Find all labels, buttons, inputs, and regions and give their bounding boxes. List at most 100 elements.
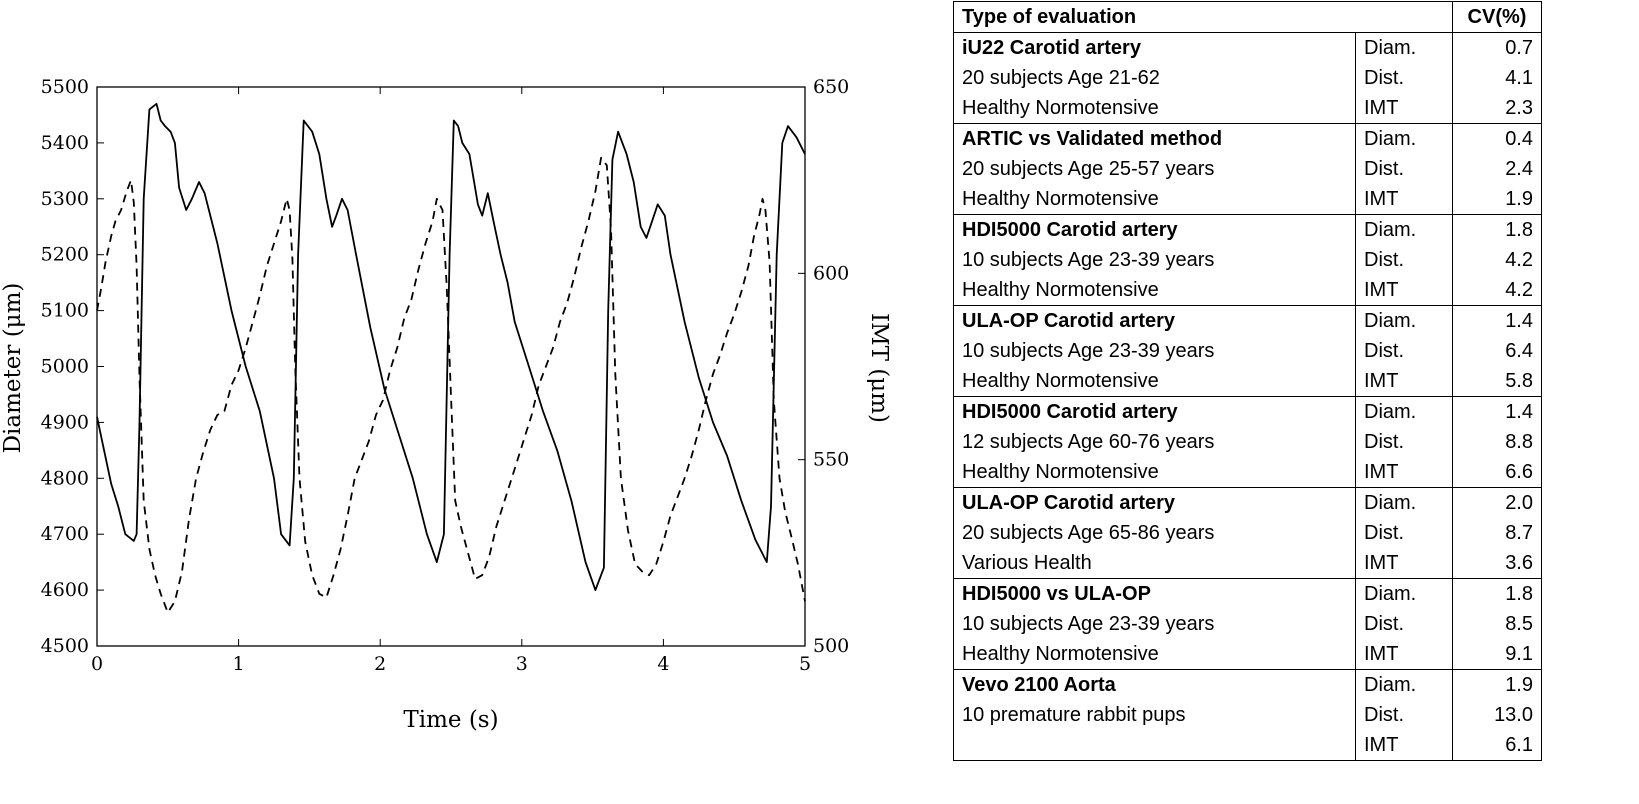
cv-value: 0.4 — [1452, 123, 1542, 154]
table-row: 20 subjects Age 65-86 years Dist. 8.7 — [953, 518, 1542, 548]
table-row: 10 subjects Age 23-39 years Dist. 6.4 — [953, 336, 1542, 366]
parameter-label: Diam. — [1355, 214, 1453, 245]
table-row: Healthy Normotensive IMT 6.6 — [953, 457, 1542, 488]
group-description: Healthy Normotensive — [953, 457, 1356, 488]
parameter-label: IMT — [1355, 275, 1453, 306]
group-description: Various Health — [953, 548, 1356, 579]
parameter-label: Diam. — [1355, 32, 1453, 63]
cv-value: 8.5 — [1452, 609, 1542, 639]
y2-tick-label: 600 — [813, 262, 849, 284]
group-title: ARTIC vs Validated method — [953, 123, 1356, 154]
table-row: Vevo 2100 Aorta Diam. 1.9 — [953, 669, 1542, 700]
table-row: Healthy Normotensive IMT 4.2 — [953, 275, 1542, 306]
cv-value: 5.8 — [1452, 366, 1542, 397]
y-tick-label: 5100 — [41, 300, 89, 322]
group-description: 10 premature rabbit pups — [953, 700, 1356, 730]
cv-value: 1.4 — [1452, 396, 1542, 427]
y-tick-label: 5300 — [41, 188, 89, 210]
x-tick-label: 1 — [233, 653, 245, 675]
y2-tick-label: 500 — [813, 635, 849, 657]
y-axis-title: Diameter (μm) — [0, 283, 26, 454]
parameter-label: Diam. — [1355, 305, 1453, 336]
plot-frame — [96, 86, 806, 647]
table-row: ARTIC vs Validated method Diam. 0.4 — [953, 123, 1542, 154]
parameter-label: Diam. — [1355, 396, 1453, 427]
group-description: 12 subjects Age 60-76 years — [953, 427, 1356, 457]
y-tick-label: 5500 — [41, 76, 89, 98]
table-row: 20 subjects Age 25-57 years Dist. 2.4 — [953, 154, 1542, 184]
table-row: Healthy Normotensive IMT 5.8 — [953, 366, 1542, 397]
cv-value: 1.4 — [1452, 305, 1542, 336]
cv-value: 4.2 — [1452, 275, 1542, 306]
cv-value: 8.7 — [1452, 518, 1542, 548]
cv-value: 4.2 — [1452, 245, 1542, 275]
y-tick-label: 5200 — [41, 244, 89, 266]
parameter-label: IMT — [1355, 730, 1453, 761]
cv-value: 2.0 — [1452, 487, 1542, 518]
x-axis-title: Time (s) — [403, 707, 498, 733]
series — [96, 102, 806, 614]
group-description: Healthy Normotensive — [953, 366, 1356, 397]
group-description: Healthy Normotensive — [953, 275, 1356, 306]
diameter-imt-chart: 0 1 2 3 4 5 4500 4600 4700 4800 4900 5000 5100 5200 53… — [0, 76, 892, 733]
x-tick-label: 4 — [657, 653, 669, 675]
y2-axis-title: IMT (μm) — [866, 313, 892, 423]
table-row: HDI5000 vs ULA-OP Diam. 1.8 — [953, 578, 1542, 609]
table-row: iU22 Carotid artery Diam. 0.7 — [953, 32, 1542, 63]
header-type-of-evaluation: Type of evaluation — [953, 1, 1453, 33]
table-row: IMT 6.1 — [953, 730, 1542, 761]
y-tick-label: 4600 — [41, 579, 89, 601]
table-row: 12 subjects Age 60-76 years Dist. 8.8 — [953, 427, 1542, 457]
group-description: 20 subjects Age 21-62 — [953, 63, 1356, 93]
table-row: HDI5000 Carotid artery Diam. 1.4 — [953, 396, 1542, 427]
table-row: 20 subjects Age 21-62 Dist. 4.1 — [953, 63, 1542, 93]
y-tick-label: 4800 — [41, 467, 89, 489]
group-title: Vevo 2100 Aorta — [953, 669, 1356, 700]
parameter-label: Diam. — [1355, 578, 1453, 609]
group-title: iU22 Carotid artery — [953, 32, 1356, 63]
cv-value: 6.1 — [1452, 730, 1542, 761]
cv-value: 9.1 — [1452, 639, 1542, 670]
group-title: HDI5000 Carotid artery — [953, 214, 1356, 245]
parameter-label: IMT — [1355, 639, 1453, 670]
group-title: HDI5000 Carotid artery — [953, 396, 1356, 427]
y-tick-label: 5400 — [41, 132, 89, 154]
parameter-label: IMT — [1355, 366, 1453, 397]
table-row: ULA-OP Carotid artery Diam. 1.4 — [953, 305, 1542, 336]
parameter-label: Dist. — [1355, 245, 1453, 275]
group-description: 10 subjects Age 23-39 years — [953, 245, 1356, 275]
ticks: 0 1 2 3 4 5 4500 4600 4700 4800 4900 5000 5100 5200 53… — [41, 76, 850, 675]
group-description: Healthy Normotensive — [953, 93, 1356, 124]
cv-value: 13.0 — [1452, 700, 1542, 730]
cv-value: 3.6 — [1452, 548, 1542, 579]
group-title: ULA-OP Carotid artery — [953, 305, 1356, 336]
cv-value: 6.4 — [1452, 336, 1542, 366]
table-row: Healthy Normotensive IMT 2.3 — [953, 93, 1542, 124]
parameter-label: IMT — [1355, 548, 1453, 579]
cv-value: 8.8 — [1452, 427, 1542, 457]
imt-series-line — [96, 156, 806, 614]
cv-value: 6.6 — [1452, 457, 1542, 488]
group-title: ULA-OP Carotid artery — [953, 487, 1356, 518]
group-description: Healthy Normotensive — [953, 639, 1356, 670]
group-description — [953, 730, 1356, 761]
table-header-row: Type of evaluation CV(%) — [953, 1, 1542, 33]
parameter-label: Dist. — [1355, 427, 1453, 457]
table-row: 10 subjects Age 23-39 years Dist. 8.5 — [953, 609, 1542, 639]
group-title: HDI5000 vs ULA-OP — [953, 578, 1356, 609]
parameter-label: IMT — [1355, 93, 1453, 124]
parameter-label: Diam. — [1355, 123, 1453, 154]
parameter-label: Dist. — [1355, 63, 1453, 93]
cv-value: 2.4 — [1452, 154, 1542, 184]
x-tick-label: 5 — [799, 653, 811, 675]
parameter-label: Diam. — [1355, 669, 1453, 700]
header-cv: CV(%) — [1452, 1, 1542, 33]
x-tick-label: 3 — [516, 653, 528, 675]
cv-value: 1.8 — [1452, 578, 1542, 609]
y-tick-label: 4700 — [41, 523, 89, 545]
cv-table-body: iU22 Carotid artery Diam. 0.7 20 subjects A… — [953, 32, 1542, 761]
parameter-label: Diam. — [1355, 487, 1453, 518]
table-row: ULA-OP Carotid artery Diam. 2.0 — [953, 487, 1542, 518]
parameter-label: Dist. — [1355, 154, 1453, 184]
y2-tick-label: 550 — [813, 449, 849, 471]
